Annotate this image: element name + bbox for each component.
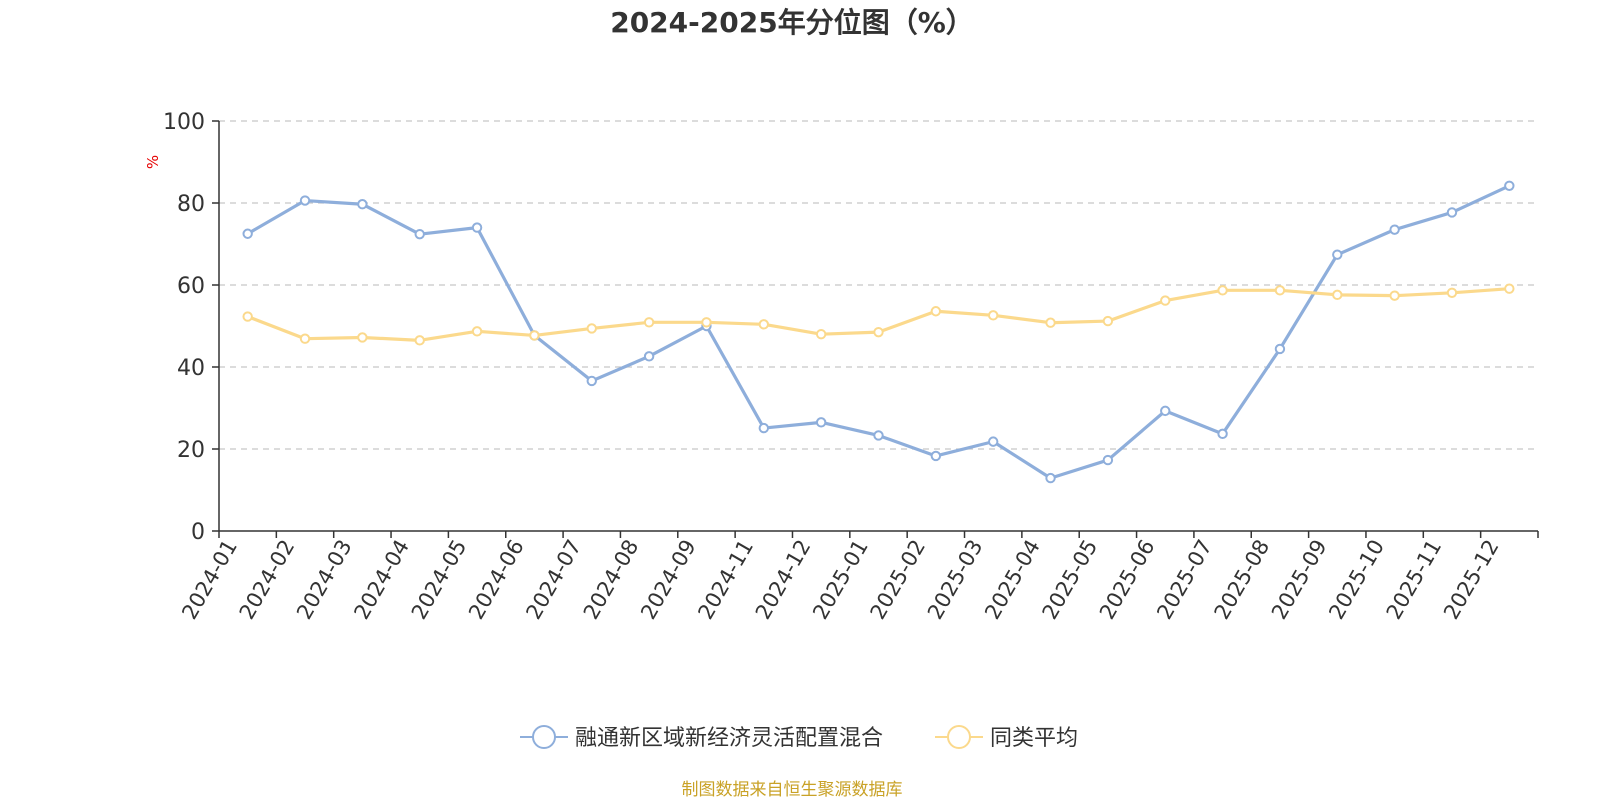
- x-tick-label: 2024-08: [579, 536, 644, 624]
- data-point[interactable]: [1389, 224, 1400, 235]
- data-point[interactable]: [471, 326, 483, 337]
- axes: [218, 121, 1538, 532]
- x-tick-label: 2025-05: [1038, 536, 1103, 624]
- data-point[interactable]: [758, 422, 770, 434]
- data-point[interactable]: [1446, 287, 1458, 298]
- series-1: [242, 180, 1515, 484]
- x-tick-label: 2025-04: [980, 536, 1045, 624]
- x-tick-label: 2025-08: [1210, 536, 1275, 624]
- data-point[interactable]: [414, 228, 425, 240]
- legend-marker: [532, 725, 556, 749]
- legend[interactable]: 融通新区域新经济灵活配置混合 同类平均: [520, 725, 1078, 751]
- data-point[interactable]: [1332, 249, 1343, 260]
- data-point[interactable]: [1274, 285, 1286, 296]
- data-point[interactable]: [1102, 454, 1114, 466]
- data-point[interactable]: [357, 199, 368, 210]
- data-point[interactable]: [873, 430, 884, 441]
- data-point[interactable]: [414, 335, 425, 346]
- y-tick-label: 60: [177, 274, 205, 299]
- data-point[interactable]: [930, 306, 942, 317]
- data-point[interactable]: [299, 195, 311, 206]
- x-tick-label: 2024-02: [235, 536, 300, 624]
- data-point[interactable]: [242, 311, 253, 322]
- data-point[interactable]: [242, 228, 253, 239]
- data-point[interactable]: [357, 332, 368, 343]
- data-point[interactable]: [1389, 290, 1400, 301]
- x-tick-label: 2024-07: [521, 536, 586, 624]
- x-tick-label: 2024-01: [177, 536, 242, 624]
- x-tick-label: 2024-11: [693, 536, 758, 624]
- legend-item-2[interactable]: 同类平均: [935, 725, 1078, 751]
- data-point[interactable]: [701, 317, 712, 328]
- data-point[interactable]: [815, 329, 827, 340]
- x-tick-label: 2024-06: [464, 536, 529, 624]
- y-tick-label: 100: [163, 110, 205, 135]
- x-tick-label: 2024-12: [751, 536, 816, 624]
- x-tick-label: 2025-07: [1152, 536, 1217, 624]
- x-tick-label: 2024-03: [292, 536, 357, 624]
- legend-label: 融通新区域新经济灵活配置混合: [575, 726, 883, 751]
- x-tick-label: 2025-11: [1382, 536, 1447, 624]
- x-axis-ticks: 2024-012024-022024-032024-042024-052024-…: [177, 531, 1539, 624]
- x-tick-label: 2025-09: [1267, 536, 1332, 624]
- y-tick-label: 0: [191, 520, 205, 545]
- x-tick-label: 2025-03: [923, 536, 988, 624]
- data-point[interactable]: [815, 417, 827, 428]
- data-point[interactable]: [987, 436, 999, 447]
- chart-title: 2024-2025年分位图（%）: [610, 6, 974, 39]
- data-point[interactable]: [471, 222, 483, 233]
- data-point[interactable]: [873, 326, 884, 338]
- data-point[interactable]: [586, 323, 597, 334]
- data-point[interactable]: [299, 333, 311, 344]
- y-axis-ticks: 0 20 40 60 80 100: [163, 110, 219, 545]
- legend-marker: [947, 725, 971, 749]
- data-point[interactable]: [1332, 289, 1343, 301]
- y-tick-label: 80: [177, 192, 205, 217]
- x-tick-label: 2024-09: [636, 536, 701, 624]
- x-tick-label: 2025-01: [808, 536, 873, 624]
- y-tick-label: 40: [177, 356, 205, 381]
- data-point[interactable]: [930, 450, 942, 462]
- data-point[interactable]: [987, 310, 999, 321]
- source-note: 制图数据来自恒生聚源数据库: [682, 780, 903, 800]
- x-tick-label: 2025-12: [1439, 536, 1504, 624]
- data-point[interactable]: [1504, 180, 1515, 191]
- data-point[interactable]: [529, 330, 540, 341]
- data-point[interactable]: [1217, 428, 1228, 440]
- data-point[interactable]: [643, 317, 655, 328]
- data-point[interactable]: [1102, 315, 1114, 327]
- data-point[interactable]: [1504, 283, 1515, 294]
- series-layer: [242, 180, 1515, 484]
- data-point[interactable]: [1045, 472, 1056, 484]
- x-tick-label: 2025-02: [866, 536, 931, 624]
- data-point[interactable]: [1217, 285, 1228, 296]
- legend-label: 同类平均: [990, 726, 1078, 751]
- data-point[interactable]: [1160, 405, 1171, 417]
- y-axis-unit-label: %: [144, 155, 162, 169]
- grid-lines: [219, 120, 1538, 450]
- legend-item-1[interactable]: 融通新区域新经济灵活配置混合: [520, 725, 883, 751]
- series-2: [242, 283, 1515, 346]
- data-point[interactable]: [1045, 317, 1056, 328]
- x-tick-label: 2024-05: [407, 536, 472, 624]
- y-tick-label: 20: [177, 438, 205, 463]
- data-point[interactable]: [586, 375, 597, 387]
- x-tick-label: 2025-10: [1324, 536, 1389, 624]
- x-tick-label: 2025-06: [1095, 536, 1160, 624]
- data-point[interactable]: [758, 319, 770, 330]
- data-point[interactable]: [643, 351, 655, 362]
- data-point[interactable]: [1274, 343, 1286, 355]
- data-point[interactable]: [1160, 295, 1171, 306]
- data-point[interactable]: [1446, 207, 1458, 218]
- x-tick-label: 2024-04: [349, 536, 414, 624]
